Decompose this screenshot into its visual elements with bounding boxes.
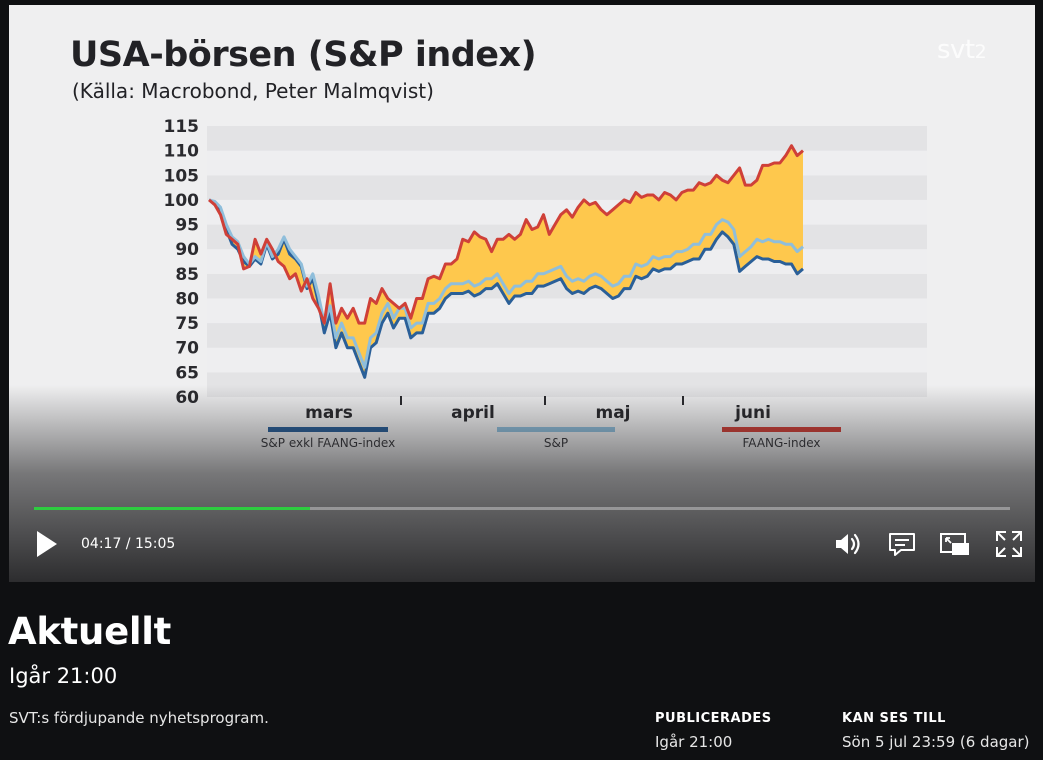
x-month-label: juni xyxy=(734,403,771,423)
x-month-label: april xyxy=(451,403,495,423)
volume-icon xyxy=(836,533,860,555)
y-tick-label: 60 xyxy=(175,388,199,408)
grid-band xyxy=(207,347,927,373)
y-tick-label: 80 xyxy=(175,289,199,309)
picture-in-picture-icon xyxy=(940,533,969,555)
chart-source: (Källa: Macrobond, Peter Malmqvist) xyxy=(72,79,434,103)
grid-band xyxy=(207,372,927,397)
subtitles-button[interactable] xyxy=(885,527,919,561)
channel-logo-number: 2 xyxy=(974,41,987,63)
legend-label: FAANG-index xyxy=(743,436,821,450)
series-line xyxy=(208,144,804,325)
y-tick-label: 110 xyxy=(164,142,200,162)
volume-button[interactable] xyxy=(831,527,865,561)
available-until-value: Sön 5 jul 23:59 (6 dagar) xyxy=(842,733,1030,751)
channel-logo-text: svt xyxy=(937,35,975,65)
chart-title: USA-börsen (S&P index) xyxy=(70,35,537,75)
program-description: SVT:s fördjupande nyhetsprogram. xyxy=(9,709,269,727)
published-label: PUBLICERADES xyxy=(655,711,772,726)
fullscreen-icon xyxy=(996,531,1022,557)
grid-band xyxy=(207,323,927,348)
published-value: Igår 21:00 xyxy=(655,733,733,751)
legend-label: S&P exkl FAANG-index xyxy=(261,436,395,450)
picture-in-picture-button[interactable] xyxy=(938,527,972,561)
y-tick-label: 70 xyxy=(175,339,199,359)
channel-logo: svt2 xyxy=(937,35,987,65)
x-month-label: maj xyxy=(595,403,630,423)
grid-band xyxy=(207,126,927,151)
chart: 60 65 70 75 80 85 90 95 100 105 110 115 mars april maj… xyxy=(164,117,927,450)
y-tick-label: 75 xyxy=(175,314,199,334)
y-tick-label: 105 xyxy=(164,166,200,186)
program-title: Aktuellt xyxy=(8,610,172,653)
legend-swatch xyxy=(497,427,615,432)
fill-area xyxy=(209,145,803,378)
grid-band xyxy=(207,175,927,200)
y-tick-label: 95 xyxy=(175,216,199,236)
play-button[interactable] xyxy=(29,527,63,561)
play-icon xyxy=(37,531,57,557)
progress-bar[interactable] xyxy=(34,507,1010,510)
x-month-label: mars xyxy=(305,403,353,423)
time-display: 04:17 / 15:05 xyxy=(81,536,176,552)
legend-swatch xyxy=(268,427,388,432)
grid-band xyxy=(207,150,927,176)
progress-fill xyxy=(34,507,311,510)
subtitles-icon xyxy=(889,533,915,556)
y-tick-label: 65 xyxy=(175,363,199,383)
fullscreen-button[interactable] xyxy=(992,527,1026,561)
legend-label: S&P xyxy=(544,436,568,450)
legend-swatch xyxy=(722,427,841,432)
broadcast-time: Igår 21:00 xyxy=(9,664,118,688)
video-player[interactable]: 60 65 70 75 80 85 90 95 100 105 110 115 mars april maj… xyxy=(9,5,1035,582)
y-tick-label: 100 xyxy=(164,191,200,211)
y-tick-label: 85 xyxy=(175,265,199,285)
available-until-label: KAN SES TILL xyxy=(842,711,946,726)
y-tick-label: 115 xyxy=(164,117,200,137)
y-tick-label: 90 xyxy=(175,240,199,260)
